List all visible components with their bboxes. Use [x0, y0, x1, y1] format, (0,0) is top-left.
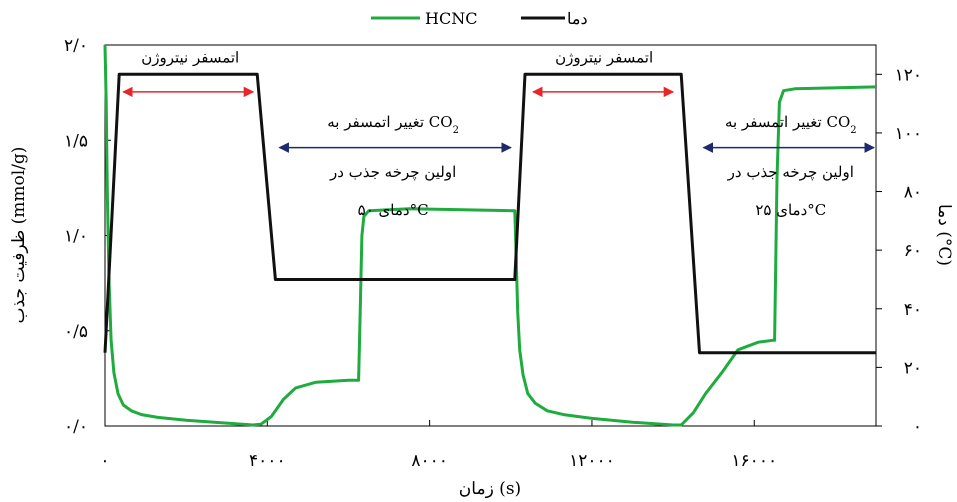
legend-label-temperature: دما [567, 9, 588, 28]
annotation-text: تغییر اتمسفر به CO2 [725, 113, 857, 136]
annotation-text: اولین چرخه جذب در [727, 163, 854, 181]
y-right-tick-label: ۸۰ [904, 183, 922, 203]
series-line-temperature [103, 72, 876, 355]
annotation-subscript: 2 [850, 125, 856, 136]
annotation-text: اتمسفر نیتروژن [141, 49, 239, 67]
y-right-tick-label: ۱۰۰ [895, 124, 922, 144]
y-left-tick-label: ۰/۰ [64, 417, 88, 437]
annotation-text: اولین چرخه جذب در [329, 163, 456, 181]
annotations: اتمسفر نیتروژن اتمسفر نیتروژن تغییر اتمسفر… [122, 49, 876, 219]
y-right-tick-label: ۲۰ [904, 358, 922, 378]
annotation-subscript: 2 [453, 125, 459, 136]
x-tick-label: ۰ [100, 451, 109, 471]
x-tick-label: ۸۰۰۰ [411, 451, 448, 471]
legend: HCNC دما [371, 9, 588, 28]
annotation-text: تغییر اتمسفر به CO2 [327, 113, 459, 136]
series-lines [103, 44, 877, 427]
series-line-hcnc [103, 44, 877, 427]
plot-frame [104, 44, 877, 427]
y-axis-left-label: ظرفیت جذب (mmol/g) [9, 147, 29, 324]
y-right-tick-label: ۱۲۰ [895, 65, 922, 85]
x-axis-label: زمان (s) [459, 479, 521, 499]
y-left-tick-label: ۱/۰ [64, 227, 88, 247]
y-left-tick-label: ۲/۰ [64, 36, 88, 56]
annotation-text: اتمسفر نیتروژن [555, 49, 653, 67]
axis-ticks: ۰ ۴۰۰۰ ۸۰۰۰ ۱۲۰۰۰ ۱۶۰۰۰ ۰/۰ ۰/۵ ۱/۰ ۱/۵ ۲/۰ ۰ ۲۰ ۴۰ ۶… [64, 36, 922, 471]
annotation-text: دمای ۵۰°C [358, 201, 429, 219]
x-tick-label: ۴۰۰۰ [249, 451, 286, 471]
x-tick-label: ۱۲۰۰۰ [569, 451, 615, 471]
x-tick-label: ۱۶۰۰۰ [731, 451, 777, 471]
y-left-tick-label: ۰/۵ [64, 322, 88, 342]
y-right-tick-label: ۴۰ [904, 300, 922, 320]
y-right-tick-label: ۶۰ [904, 241, 922, 261]
y-axis-right-label: دما (°C) [934, 204, 954, 266]
annotation-text: دمای ۲۵°C [755, 201, 826, 219]
y-left-tick-label: ۱/۵ [64, 131, 88, 151]
y-right-tick-label: ۰ [913, 417, 922, 437]
legend-label-hcnc: HCNC [425, 9, 477, 28]
